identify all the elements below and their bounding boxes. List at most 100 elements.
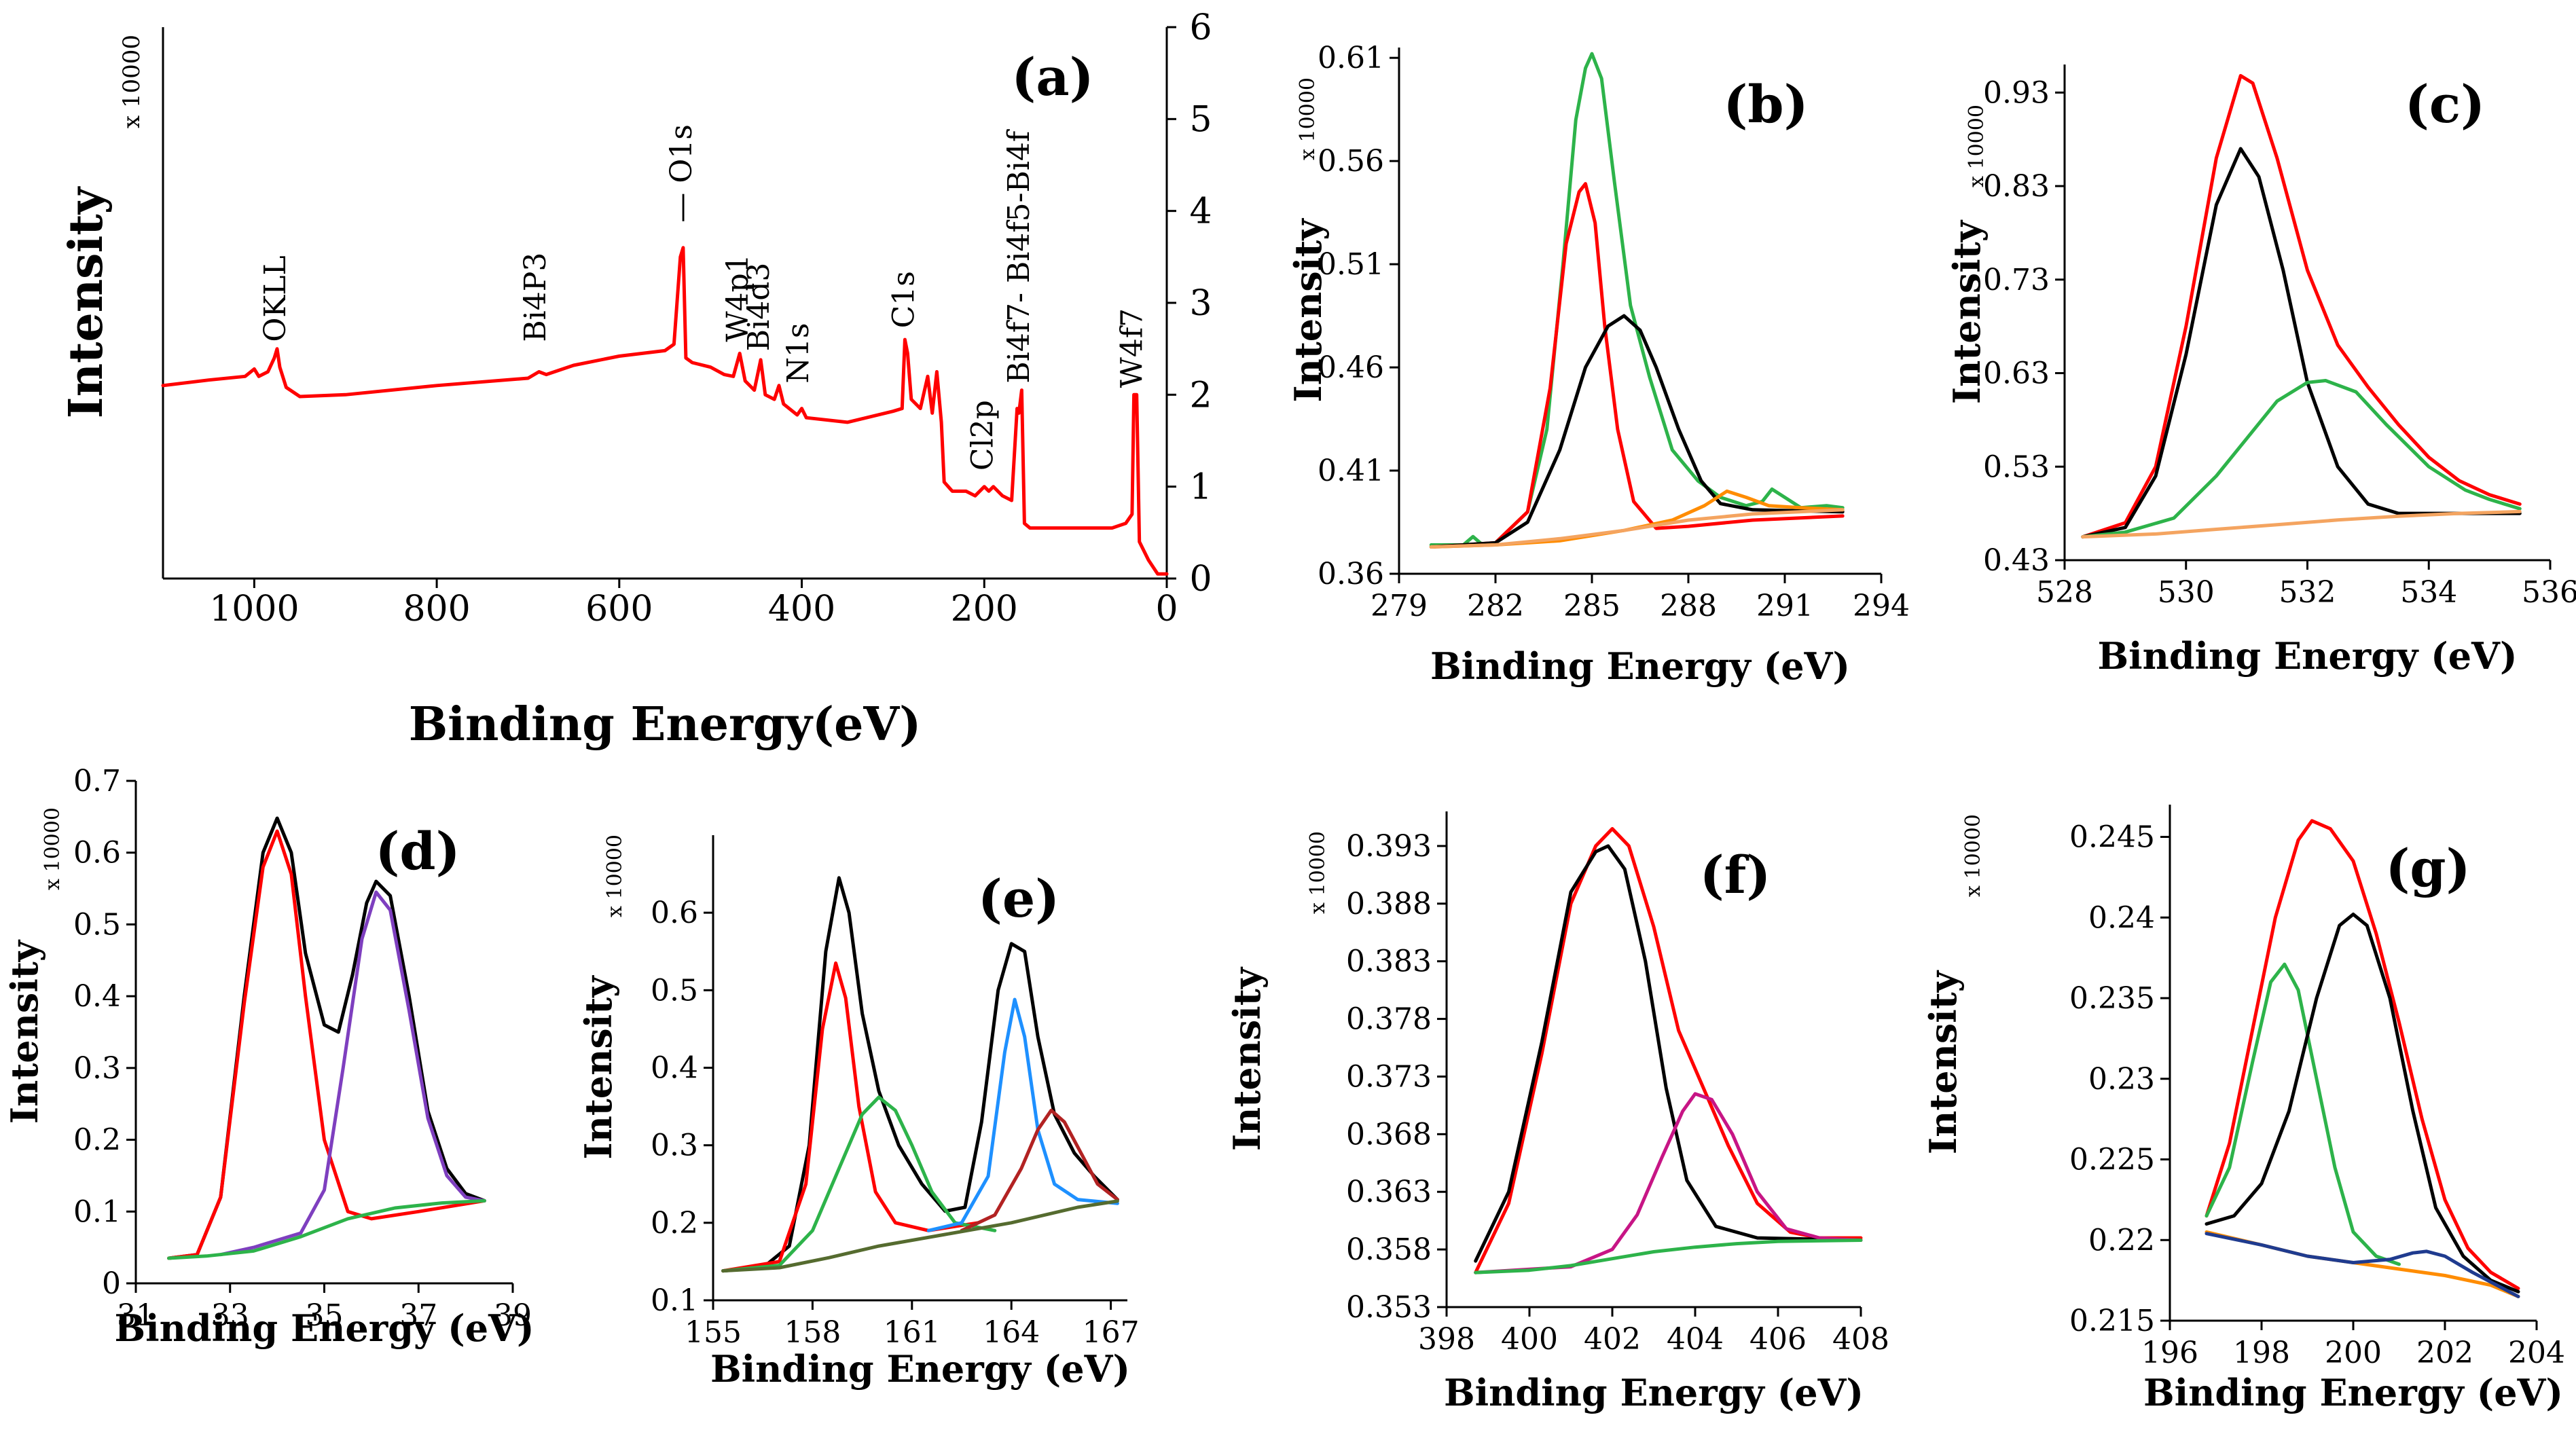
panel-label: (f) [1700,845,1771,905]
y-tick-label: 1 [1189,467,1212,508]
x-axis-label: Binding Energy (eV) [1430,644,1850,688]
x-tick-label: 288 [1660,589,1717,623]
peak-annotation: C1s [887,271,922,328]
y-tick-label: 6 [1189,7,1212,48]
x-tick-label: 294 [1853,589,1910,623]
x-tick-label: 398 [1418,1322,1475,1357]
series-line-oh-adsorbed-o [2081,379,2522,539]
y-tick-label: 0.5 [73,907,121,942]
x-tick-label: 39 [494,1298,532,1333]
x-tick-label: 158 [784,1315,841,1350]
x-tick-label: 37 [399,1298,437,1333]
y-tick-label: 0.56 [1318,144,1384,179]
y-tick-label: 0.363 [1346,1175,1432,1209]
peak-annotation: N1s [781,323,816,383]
y-tick-label: 0.6 [651,896,698,930]
y-tick-label: 0.41 [1318,454,1384,488]
x-axis-label: Binding Energy (eV) [2143,1371,2563,1414]
x-axis-label: Binding Energy(eV) [409,697,922,752]
x-tick-label: 1000 [209,589,299,629]
x-tick-label: 279 [1371,589,1428,623]
panel-label: (b) [1723,74,1808,134]
y-tick-label: 0.225 [2069,1143,2155,1177]
x-tick-label: 202 [2416,1336,2473,1370]
x-tick-label: 800 [403,589,470,629]
y-tick-label: 0.23 [2088,1062,2155,1097]
panel-label: (a) [1011,47,1093,107]
y-tick-label: 0.383 [1346,945,1432,979]
y-tick-label: 0.1 [73,1194,121,1229]
panel-f: 398 400 402 404 406 408 0.353 0.358 0.363 0.368 0.… [1225,811,1889,1414]
y-tick-label: 0.378 [1346,1002,1432,1037]
x-tick-label: 282 [1467,589,1524,623]
series-line-bi4f5-2-b- [960,1108,1119,1232]
y-axis-label: Intensity [577,975,620,1160]
y-tick-label: 0.2 [73,1123,121,1158]
series-line-c-o [1429,314,1845,549]
panel-c: 528 530 532 534 536 0.43 0.53 0.63 0.73 0.83 0.93 B… [1945,65,2576,678]
series-line-minor-component [2205,1232,2520,1298]
x-tick-label: 400 [768,589,835,629]
x-tick-label: 204 [2508,1336,2565,1370]
multiplier-label: x 10000 [1965,105,1989,187]
series-line-background [1429,508,1845,549]
y-tick-label: 0.36 [1318,557,1384,591]
peak-annotation: — O1s [664,124,699,223]
x-tick-label: 402 [1584,1322,1641,1357]
series-line-background [167,1198,486,1260]
y-axis-label: Intensity [1286,218,1330,403]
peak-annotation: Bi4f7- Bi4f5-Bi4f [1002,129,1036,383]
y-tick-label: 0.353 [1346,1290,1432,1325]
y-axis-label: Intensity [1921,970,1965,1154]
y-tick-label: 3 [1189,283,1212,324]
y-tick-label: 0.235 [2069,981,2155,1016]
y-tick-label: 0.73 [1983,263,2050,297]
x-tick-label: 532 [2279,575,2336,610]
x-tick-label: 161 [884,1315,941,1350]
y-tick-label: 0.7 [73,764,121,799]
panel-d: 31 33 35 37 39 0 0.1 0.2 0.3 0.4 0.5 0.6 0.7 Binding … [3,764,534,1350]
series-line-n2 [1474,1092,1863,1275]
x-tick-label: 406 [1749,1322,1807,1357]
series-line-envelope [2081,74,2522,539]
series-line-w4f5-2 [219,890,486,1257]
y-tick-label: 0.358 [1346,1232,1432,1267]
x-axis-label: Binding Energy (eV) [114,1306,534,1350]
y-tick-label: 0.3 [73,1051,121,1086]
y-tick-label: 0.22 [2088,1223,2155,1258]
y-tick-label: 0.6 [73,836,121,870]
multiplier-label: x 10000 [1296,77,1320,160]
y-tick-label: 0.5 [651,973,698,1008]
panel-g: 196 198 200 202 204 0.215 0.22 0.225 0.23 0.235 0.… [1921,805,2565,1414]
x-tick-label: 404 [1667,1322,1724,1357]
peak-annotation: Cl2p [965,400,1000,471]
y-tick-label: 0.43 [1983,543,2050,578]
y-tick-label: 0.4 [73,979,121,1014]
x-tick-label: 530 [2158,575,2215,610]
series-line-lattice-o [2081,147,2522,539]
x-tick-label: 196 [2141,1336,2198,1370]
multiplier-label: x 10000 [118,35,145,128]
panel-label: (c) [2405,74,2485,134]
x-tick-label: 285 [1563,589,1620,623]
panel-label: (d) [375,821,460,881]
y-axis-label: Intensity [59,185,113,418]
panel-a: 1000 800 600 400 200 00 1 2 3 4 5 6 Binding Energy(e… [59,7,1212,752]
x-tick-label: 408 [1832,1322,1889,1357]
series-line-cl2p1-2 [2205,913,2520,1294]
series-line-bi4f7-2-b- [721,1095,997,1273]
x-tick-label: 400 [1501,1322,1558,1357]
series-line-background [1474,1239,1863,1275]
y-tick-label: 0.1 [651,1283,698,1318]
y-axis-label: Intensity [3,939,46,1124]
x-tick-label: 600 [585,589,653,629]
multiplier-label: x 10000 [1961,814,1985,897]
x-tick-label: 167 [1083,1315,1140,1350]
series-line-background [2081,509,2522,539]
peak-annotation: Bi4P3 [518,253,553,342]
x-tick-label: 155 [685,1315,742,1350]
y-tick-label: 0.93 [1983,75,2050,110]
series-line-background [721,1199,1119,1273]
y-tick-label: 0 [102,1266,121,1301]
